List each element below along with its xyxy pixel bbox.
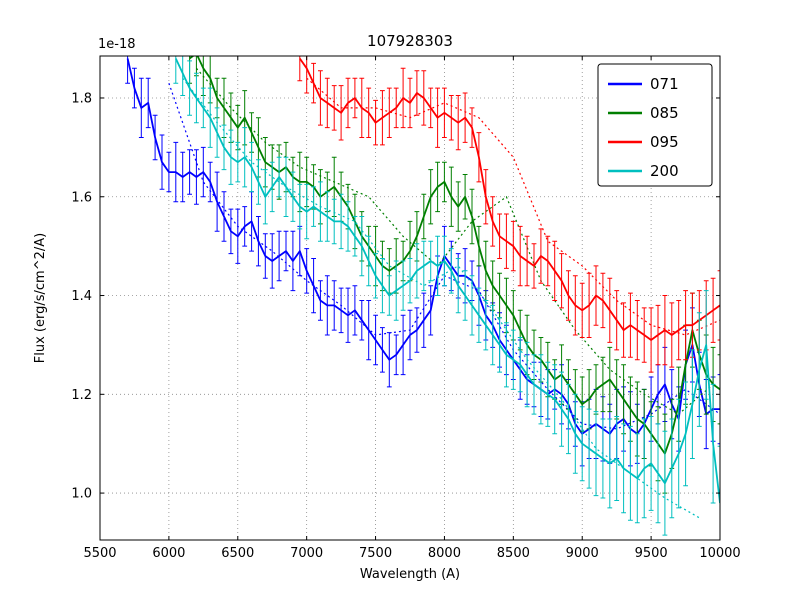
y-offset-label: 1e-18 [98,37,136,52]
x-tick-label: 10000 [699,546,740,561]
x-tick-label: 9000 [566,546,599,561]
legend-label-200: 200 [650,162,679,180]
y-tick-label: 1.2 [71,388,92,403]
x-tick-label: 8000 [428,546,461,561]
series-line-200 [174,58,720,504]
y-axis-label: Flux (erg/s/cm^2/A) [33,233,48,363]
x-tick-label: 6500 [221,546,254,561]
legend-label-095: 095 [650,133,679,151]
x-tick-label: 7000 [290,546,323,561]
y-tick-label: 1.4 [71,289,92,304]
axes-frame [99,55,721,541]
x-tick-label: 8500 [497,546,530,561]
series-line-071 [126,58,720,435]
legend-label-085: 085 [650,104,679,122]
x-tick-label: 9500 [635,546,668,561]
x-tick-label: 6000 [152,546,185,561]
legend-box [597,63,713,187]
series-line-095 [299,57,720,341]
legend-label-071: 071 [650,75,679,93]
x-axis-label: Wavelength (A) [360,567,460,582]
y-tick-label: 1.6 [71,190,92,205]
series-line-085 [189,56,720,455]
x-tick-label: 7500 [359,546,392,561]
y-tick-label: 1.0 [71,487,92,502]
x-tick-label: 5500 [83,546,116,561]
chart-title: 107928303 [367,32,453,50]
y-tick-label: 1.8 [71,91,92,106]
